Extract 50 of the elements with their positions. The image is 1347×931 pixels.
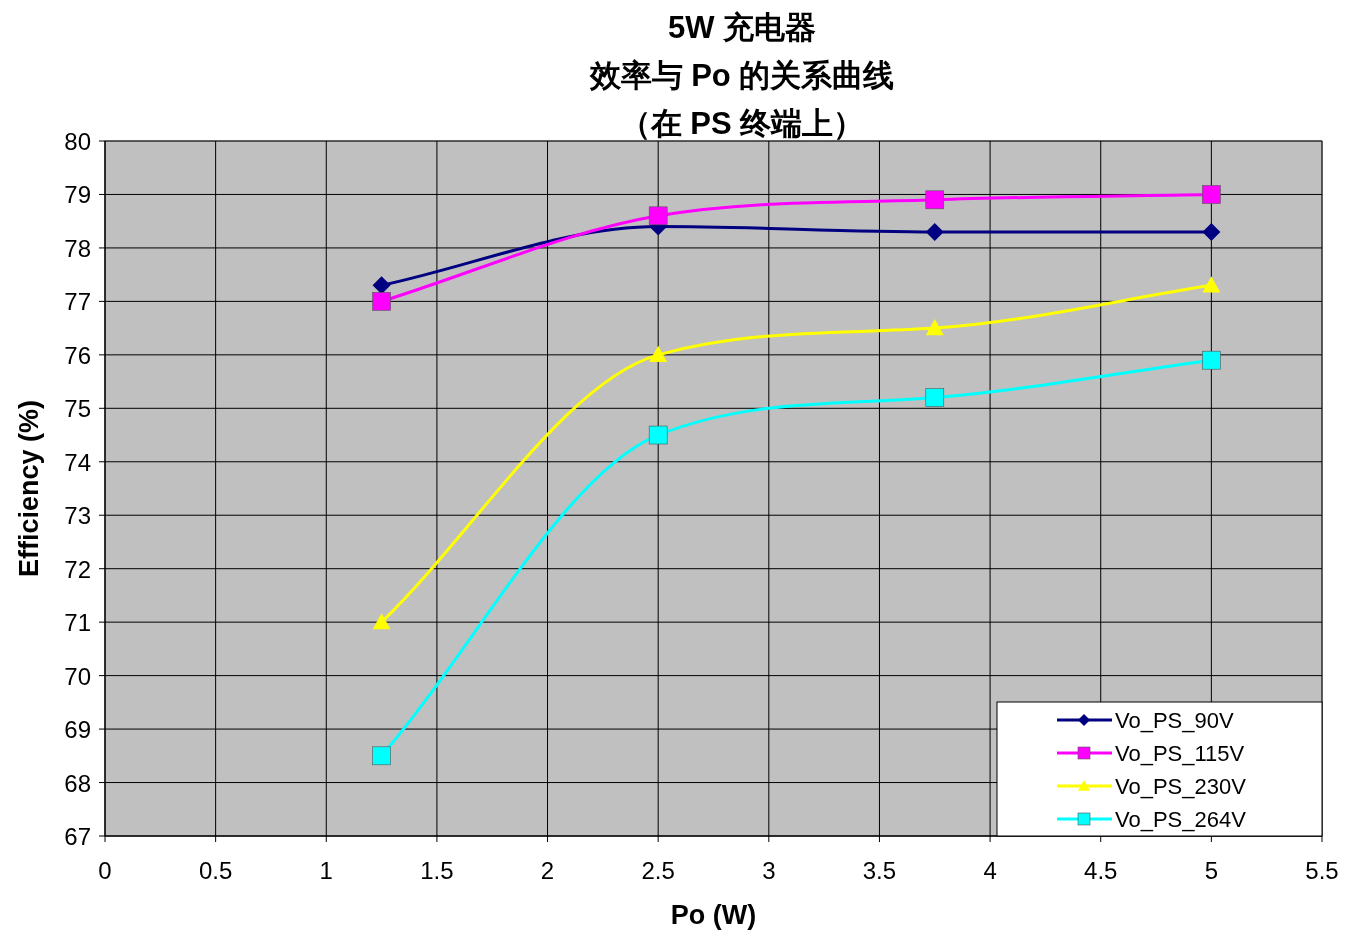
x-tick-label: 0	[98, 857, 112, 884]
point	[925, 319, 944, 336]
x-tick-label: 0.5	[198, 857, 233, 884]
x-tick-label: 1	[319, 857, 333, 884]
annotation: （在 PS 终端上）	[619, 106, 865, 141]
point	[648, 425, 668, 445]
y-tick-label: 68	[64, 769, 91, 797]
y-tick-label: 77	[64, 288, 91, 316]
x-tick-label: 5.5	[1305, 857, 1339, 884]
point	[1202, 350, 1221, 370]
y-tick-label: 79	[64, 181, 91, 209]
x-tick-label: 3	[762, 857, 776, 884]
legend-label: Vo_PS_264V	[1115, 807, 1247, 832]
point	[372, 613, 391, 630]
point	[925, 190, 945, 210]
y-tick-label: 71	[64, 609, 91, 637]
legend-label: Vo_PS_90V	[1115, 708, 1234, 733]
y-tick-label: 78	[64, 234, 91, 262]
y-tick-label: 80	[64, 128, 91, 155]
point	[372, 746, 391, 766]
legend-label: Vo_PS_115V	[1115, 741, 1245, 766]
point	[372, 276, 391, 295]
point	[925, 222, 944, 241]
y-tick-label: 73	[64, 502, 91, 530]
point	[925, 388, 945, 407]
x-tick-label: 4	[983, 857, 997, 884]
y-tick-label: 76	[64, 341, 91, 369]
x-tick-label: 2	[540, 857, 555, 884]
y-tick-label: 70	[64, 662, 91, 690]
chart-title: 5W 充电器	[667, 10, 817, 45]
point	[372, 292, 391, 311]
y-axis-title: Efficiency (%)	[14, 399, 44, 578]
x-tick-label: 3.5	[862, 857, 897, 884]
x-tick-label: 5	[1204, 857, 1219, 884]
legend-label: Vo_PS_230V	[1115, 774, 1247, 799]
point	[1202, 185, 1221, 204]
y-tick-label: 74	[64, 448, 91, 476]
x-axis-title: Po (W)	[670, 900, 757, 930]
y-tick-label: 69	[64, 716, 91, 744]
point	[649, 345, 668, 363]
x-tick-label: 4.5	[1084, 857, 1118, 884]
y-tick-label: 67	[64, 823, 91, 850]
y-tick-label: 72	[64, 555, 91, 583]
x-tick-label: 2.5	[641, 857, 675, 884]
point	[1202, 222, 1221, 241]
chart-subtitle: 效率与 Po 的关系曲线	[588, 58, 895, 93]
point	[648, 206, 668, 226]
point	[1202, 276, 1221, 293]
x-tick-label: 1.5	[420, 857, 454, 884]
y-tick-label: 75	[64, 395, 91, 423]
